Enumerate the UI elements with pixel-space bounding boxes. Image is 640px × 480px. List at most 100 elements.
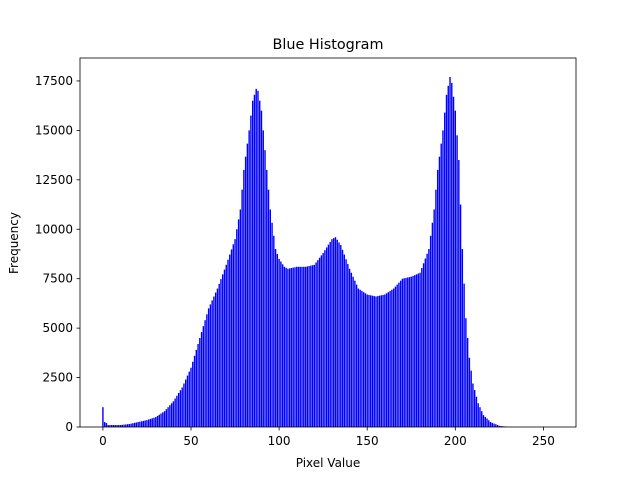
bar bbox=[167, 407, 169, 427]
bar bbox=[327, 244, 330, 427]
bar bbox=[179, 390, 182, 427]
bar bbox=[378, 295, 381, 427]
bar bbox=[121, 424, 123, 427]
bar bbox=[290, 268, 293, 427]
bar bbox=[153, 417, 155, 427]
x-tick-label: 100 bbox=[268, 434, 291, 448]
bar bbox=[391, 289, 393, 427]
bar bbox=[186, 375, 189, 427]
bar bbox=[176, 395, 178, 427]
bar bbox=[315, 262, 317, 427]
bar bbox=[440, 143, 442, 427]
bar bbox=[222, 274, 224, 427]
x-tick-label: 50 bbox=[183, 434, 198, 448]
bar bbox=[206, 314, 208, 427]
bar bbox=[132, 423, 134, 427]
bar bbox=[237, 219, 240, 427]
bar bbox=[422, 263, 425, 427]
bar bbox=[318, 257, 321, 427]
bar bbox=[331, 239, 333, 427]
bar bbox=[304, 266, 307, 427]
bar bbox=[355, 284, 358, 427]
bar bbox=[225, 264, 227, 427]
bar bbox=[107, 425, 109, 427]
bar bbox=[273, 235, 275, 427]
bar bbox=[472, 383, 474, 427]
bar bbox=[454, 110, 457, 427]
bar bbox=[207, 308, 210, 427]
x-tick-label: 150 bbox=[356, 434, 379, 448]
bar bbox=[320, 255, 323, 427]
bar bbox=[500, 426, 502, 427]
bar bbox=[419, 272, 421, 427]
bar bbox=[174, 398, 176, 427]
bar bbox=[251, 100, 254, 427]
bar bbox=[195, 349, 197, 427]
bar bbox=[426, 253, 428, 427]
bar bbox=[398, 282, 400, 427]
bar bbox=[436, 169, 439, 428]
bar bbox=[392, 288, 395, 427]
bar bbox=[140, 421, 143, 427]
bar bbox=[333, 238, 335, 427]
bar bbox=[324, 250, 326, 427]
bar bbox=[385, 293, 388, 427]
bar bbox=[345, 259, 347, 427]
bar bbox=[350, 272, 353, 427]
bar bbox=[412, 275, 414, 427]
bar bbox=[317, 260, 319, 427]
bar bbox=[481, 411, 483, 427]
bar bbox=[329, 241, 331, 427]
y-tick-label: 12500 bbox=[35, 173, 73, 187]
bar bbox=[192, 361, 194, 427]
bar bbox=[181, 387, 183, 427]
bar bbox=[116, 425, 118, 427]
y-tick-label: 2500 bbox=[42, 371, 73, 385]
x-tick-label: 250 bbox=[532, 434, 555, 448]
bar bbox=[151, 418, 153, 427]
bar bbox=[297, 266, 300, 427]
bar bbox=[188, 371, 190, 427]
bar bbox=[128, 424, 131, 427]
bar bbox=[169, 405, 171, 427]
bar bbox=[449, 76, 451, 428]
bar bbox=[380, 295, 383, 427]
bar bbox=[227, 259, 229, 427]
bar bbox=[149, 418, 152, 427]
bar bbox=[193, 355, 196, 427]
bar bbox=[183, 383, 185, 427]
bar bbox=[162, 412, 164, 427]
bar bbox=[475, 396, 478, 427]
bar bbox=[308, 266, 310, 427]
bar bbox=[301, 266, 303, 427]
bar bbox=[199, 338, 201, 427]
bar bbox=[477, 403, 479, 427]
bar bbox=[133, 422, 136, 427]
bar bbox=[336, 239, 338, 427]
bar bbox=[343, 254, 346, 427]
bar bbox=[271, 222, 273, 427]
bar bbox=[135, 422, 138, 427]
bar bbox=[250, 115, 252, 427]
bar bbox=[112, 425, 115, 427]
bar bbox=[236, 229, 238, 427]
bar bbox=[234, 239, 236, 427]
bar bbox=[267, 189, 270, 427]
bar bbox=[126, 424, 129, 427]
bar bbox=[253, 94, 256, 428]
bar bbox=[322, 252, 324, 427]
bar bbox=[269, 209, 271, 427]
bar bbox=[424, 258, 427, 427]
x-tick-label: 200 bbox=[444, 434, 467, 448]
bar bbox=[197, 343, 199, 427]
bar bbox=[170, 403, 173, 427]
bar bbox=[405, 277, 407, 427]
y-tick-label: 15000 bbox=[35, 123, 73, 137]
bar bbox=[389, 290, 391, 427]
bar bbox=[211, 300, 213, 427]
bar bbox=[241, 189, 243, 427]
bar bbox=[294, 267, 296, 427]
bar bbox=[244, 156, 247, 427]
bar bbox=[364, 293, 367, 427]
bar bbox=[232, 244, 234, 427]
